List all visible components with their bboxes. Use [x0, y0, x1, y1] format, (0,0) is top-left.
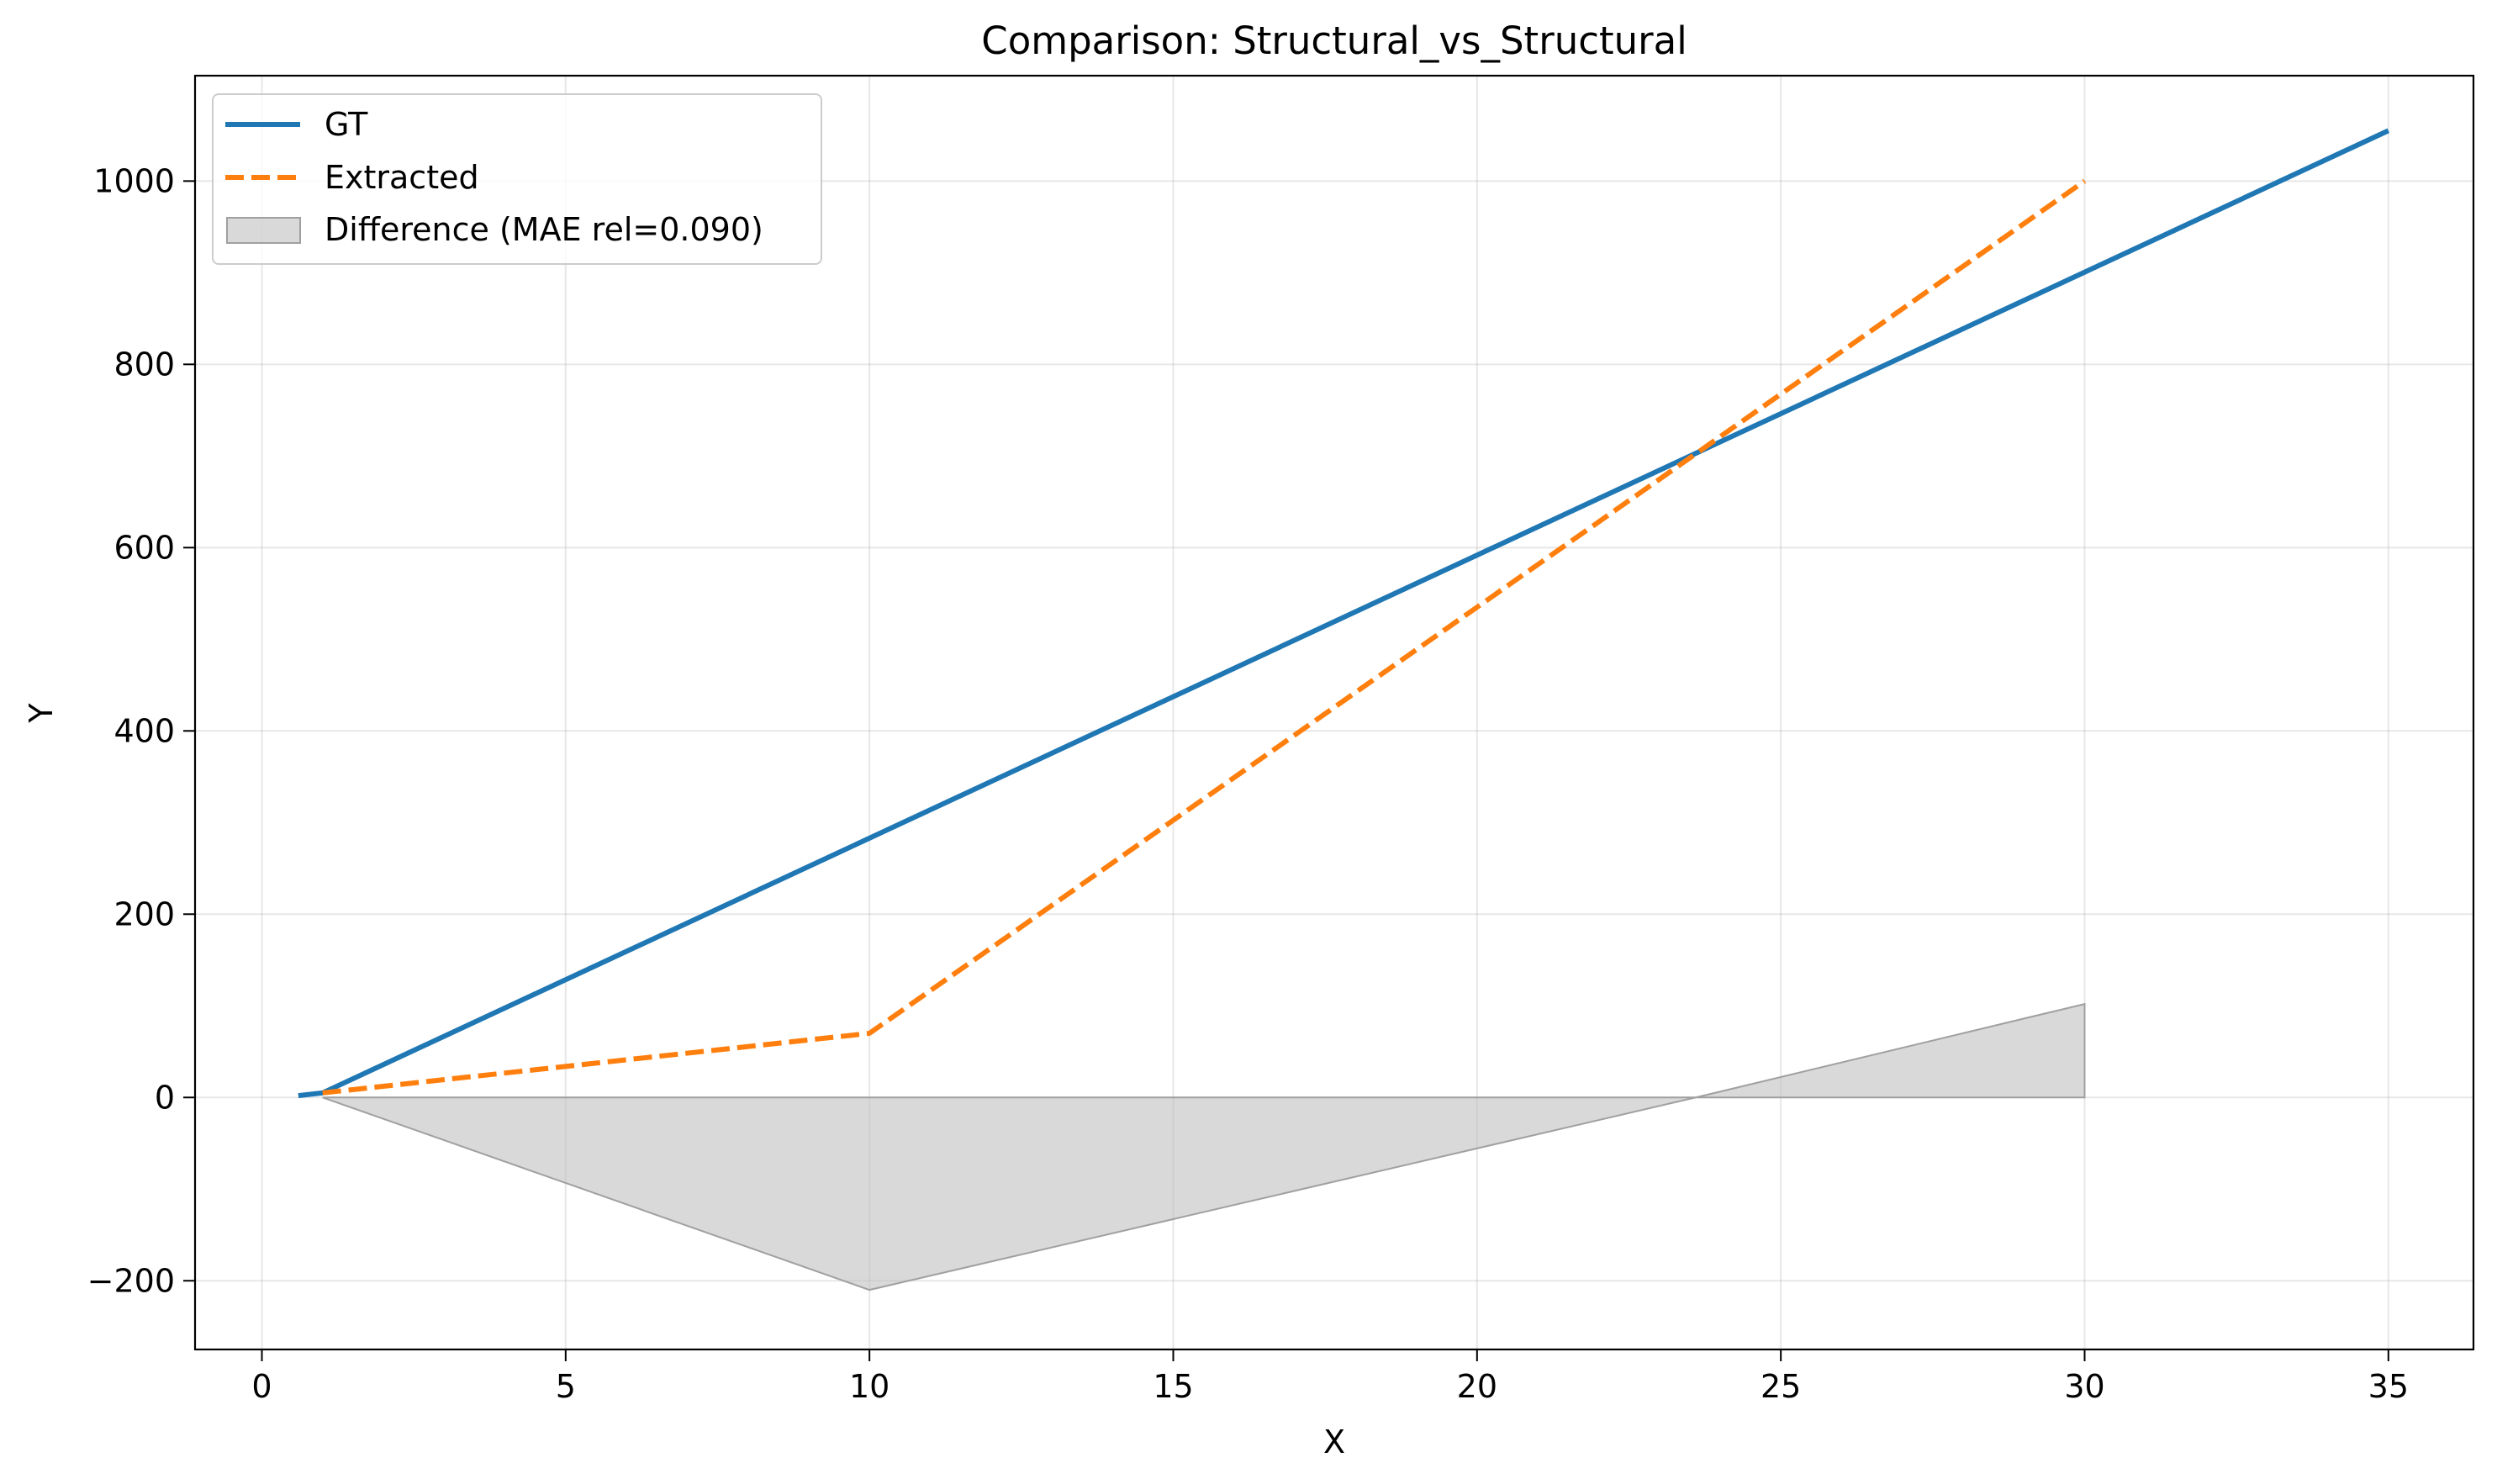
- x-axis-ticks: 0 5 10 15 20 25 30 35: [251, 1349, 2409, 1405]
- legend-label-gt: GT: [325, 106, 368, 143]
- series-layer: [298, 128, 2390, 1099]
- legend: GT Extracted Difference (MAE rel=0.090): [212, 93, 822, 265]
- legend-label-difference: Difference (MAE rel=0.090): [325, 211, 763, 248]
- legend-patch-difference: [226, 217, 301, 244]
- y-tick-label: 1000: [93, 162, 175, 199]
- series-line-extracted: [322, 178, 2087, 1096]
- y-tick-label: −200: [87, 1262, 175, 1299]
- x-tick-label: 0: [251, 1368, 272, 1405]
- y-tick-label: 600: [114, 529, 175, 566]
- x-tick-label: 35: [2368, 1368, 2409, 1405]
- plot-frame: [193, 74, 2475, 1351]
- y-tick-label: 800: [114, 346, 175, 383]
- y-tick-label: 0: [155, 1079, 175, 1116]
- x-tick-label: 30: [2064, 1368, 2104, 1405]
- y-tick-label: 200: [114, 895, 175, 932]
- difference-area: [322, 1002, 2086, 1291]
- x-tick-label: 20: [1457, 1368, 1497, 1405]
- x-tick-label: 15: [1153, 1368, 1193, 1405]
- legend-box: [212, 93, 822, 265]
- x-tick-label: 25: [1761, 1368, 1801, 1405]
- difference-area-layer: [322, 1002, 2086, 1291]
- y-axis-ticks: −200 0 200 400 600 800 1000: [87, 162, 195, 1299]
- x-tick-label: 5: [556, 1368, 576, 1405]
- y-axis-label: Y: [23, 703, 60, 724]
- x-tick-label: 10: [849, 1368, 890, 1405]
- chart-title: Comparison: Structural_vs_Structural: [981, 18, 1687, 63]
- legend-label-extracted: Extracted: [325, 159, 479, 196]
- y-tick-label: 400: [114, 712, 175, 749]
- x-axis-label: X: [1323, 1423, 1345, 1460]
